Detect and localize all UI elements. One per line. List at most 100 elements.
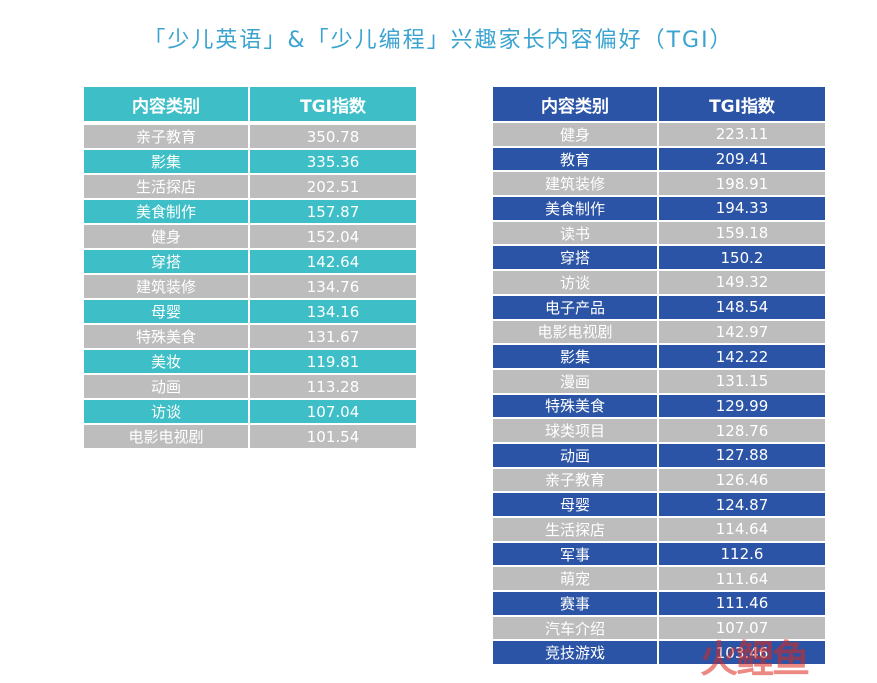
left-table-row: 建筑装修 134.76 bbox=[84, 275, 416, 298]
watermark-logo: 火鲤鱼 bbox=[700, 637, 810, 681]
right-row-tgi-value: 142.97 bbox=[659, 320, 825, 344]
left-row-category: 电影电视剧 bbox=[84, 425, 248, 448]
right-table-row: 萌宠 111.64 bbox=[493, 567, 825, 591]
right-row-tgi-value: 126.46 bbox=[659, 468, 825, 492]
left-table-row: 美妆 119.81 bbox=[84, 350, 416, 373]
left-row-category: 亲子教育 bbox=[84, 125, 248, 148]
left-table-row: 生活探店 202.51 bbox=[84, 175, 416, 198]
right-row-tgi-value: 111.64 bbox=[659, 567, 825, 591]
right-row-tgi-value: 112.6 bbox=[659, 542, 825, 566]
left-table-row: 电影电视剧 101.54 bbox=[84, 425, 416, 448]
left-row-tgi-value: 119.81 bbox=[250, 350, 416, 373]
right-table-row: 电影电视剧 142.97 bbox=[493, 320, 825, 344]
right-row-tgi-value: 223.11 bbox=[659, 123, 825, 146]
right-row-category: 访谈 bbox=[493, 271, 657, 294]
right-row-category: 电影电视剧 bbox=[493, 320, 657, 344]
right-row-tgi-value: 209.41 bbox=[659, 147, 825, 171]
left-row-tgi-value: 202.51 bbox=[250, 175, 416, 198]
right-row-category: 特殊美食 bbox=[493, 394, 657, 418]
right-row-category: 影集 bbox=[493, 345, 657, 368]
right-row-category: 电子产品 bbox=[493, 295, 657, 319]
left-row-category: 母婴 bbox=[84, 300, 248, 323]
left-table-body: 亲子教育 350.78 影集 335.36 生活探店 202.51 美食制作 157.87 健身… bbox=[84, 125, 416, 448]
right-table-row: 电子产品 148.54 bbox=[493, 295, 825, 319]
right-row-category: 生活探店 bbox=[493, 518, 657, 541]
left-table-row: 健身 152.04 bbox=[84, 225, 416, 248]
right-row-category: 母婴 bbox=[493, 493, 657, 516]
right-row-tgi-value: 107.07 bbox=[659, 616, 825, 640]
right-table-row: 影集 142.22 bbox=[493, 345, 825, 368]
left-row-tgi-value: 131.67 bbox=[250, 325, 416, 348]
right-row-category: 萌宠 bbox=[493, 567, 657, 591]
right-table-row: 赛事 111.46 bbox=[493, 592, 825, 615]
right-table-row: 访谈 149.32 bbox=[493, 271, 825, 294]
right-row-tgi-value: 128.76 bbox=[659, 419, 825, 442]
left-row-category: 生活探店 bbox=[84, 175, 248, 198]
left-table-row: 穿搭 142.64 bbox=[84, 250, 416, 273]
right-table-row: 特殊美食 129.99 bbox=[493, 394, 825, 418]
left-row-tgi-value: 152.04 bbox=[250, 225, 416, 248]
left-table-row: 影集 335.36 bbox=[84, 150, 416, 173]
right-row-category: 球类项目 bbox=[493, 419, 657, 442]
right-row-category: 健身 bbox=[493, 123, 657, 146]
right-row-tgi-value: 149.32 bbox=[659, 271, 825, 294]
left-row-category: 穿搭 bbox=[84, 250, 248, 273]
right-table-row: 竞技游戏 103.46 bbox=[493, 641, 825, 665]
left-row-tgi-value: 107.04 bbox=[250, 400, 416, 423]
left-table-header-row: 内容类别 TGI指数 bbox=[84, 87, 416, 121]
right-table-row: 生活探店 114.64 bbox=[493, 518, 825, 541]
right-row-tgi-value: 142.22 bbox=[659, 345, 825, 368]
left-row-tgi-value: 350.78 bbox=[250, 125, 416, 148]
left-row-tgi-value: 134.16 bbox=[250, 300, 416, 323]
right-table-row: 健身 223.11 bbox=[493, 123, 825, 146]
left-table-row: 访谈 107.04 bbox=[84, 400, 416, 423]
right-row-tgi-value: 124.87 bbox=[659, 493, 825, 516]
left-row-tgi-value: 335.36 bbox=[250, 150, 416, 173]
right-row-tgi-value: 159.18 bbox=[659, 221, 825, 245]
right-table-row: 军事 112.6 bbox=[493, 542, 825, 566]
right-header-category: 内容类别 bbox=[493, 87, 657, 121]
right-row-category: 赛事 bbox=[493, 592, 657, 615]
left-row-category: 访谈 bbox=[84, 400, 248, 423]
left-row-category: 美食制作 bbox=[84, 200, 248, 223]
left-header-category: 内容类别 bbox=[84, 87, 248, 121]
right-row-tgi-value: 127.88 bbox=[659, 443, 825, 467]
left-row-category: 美妆 bbox=[84, 350, 248, 373]
right-row-tgi-value: 114.64 bbox=[659, 518, 825, 541]
right-table-row: 漫画 131.15 bbox=[493, 369, 825, 393]
left-row-tgi-value: 142.64 bbox=[250, 250, 416, 273]
right-row-category: 漫画 bbox=[493, 369, 657, 393]
right-tgi-table: 内容类别 TGI指数 健身 223.11 教育 209.41 建筑装修 198.91 美食制… bbox=[491, 85, 827, 666]
right-table-row: 球类项目 128.76 bbox=[493, 419, 825, 442]
right-row-tgi-value: 129.99 bbox=[659, 394, 825, 418]
right-table-row: 穿搭 150.2 bbox=[493, 246, 825, 270]
left-table-row: 亲子教育 350.78 bbox=[84, 125, 416, 148]
right-table-row: 动画 127.88 bbox=[493, 443, 825, 467]
left-header-tgi: TGI指数 bbox=[250, 87, 416, 121]
left-table-row: 母婴 134.16 bbox=[84, 300, 416, 323]
right-row-category: 竞技游戏 bbox=[493, 641, 657, 665]
right-row-category: 汽车介绍 bbox=[493, 616, 657, 640]
right-table-row: 读书 159.18 bbox=[493, 221, 825, 245]
left-row-category: 建筑装修 bbox=[84, 275, 248, 298]
left-row-category: 影集 bbox=[84, 150, 248, 173]
right-row-tgi-value: 198.91 bbox=[659, 172, 825, 196]
right-table-row: 汽车介绍 107.07 bbox=[493, 616, 825, 640]
left-row-category: 特殊美食 bbox=[84, 325, 248, 348]
right-header-tgi: TGI指数 bbox=[659, 87, 825, 121]
right-row-category: 穿搭 bbox=[493, 246, 657, 270]
right-row-tgi-value: 194.33 bbox=[659, 197, 825, 220]
left-row-category: 动画 bbox=[84, 375, 248, 398]
right-table-row: 美食制作 194.33 bbox=[493, 197, 825, 220]
left-tgi-table: 内容类别 TGI指数 亲子教育 350.78 影集 335.36 生活探店 202.51 美… bbox=[82, 85, 418, 450]
right-row-category: 动画 bbox=[493, 443, 657, 467]
left-table-row: 特殊美食 131.67 bbox=[84, 325, 416, 348]
right-row-tgi-value: 150.2 bbox=[659, 246, 825, 270]
right-row-tgi-value: 148.54 bbox=[659, 295, 825, 319]
right-table-body: 健身 223.11 教育 209.41 建筑装修 198.91 美食制作 194.33 读书 15… bbox=[493, 123, 825, 665]
right-table-row: 母婴 124.87 bbox=[493, 493, 825, 516]
right-row-category: 教育 bbox=[493, 147, 657, 171]
right-row-category: 亲子教育 bbox=[493, 468, 657, 492]
right-row-tgi-value: 131.15 bbox=[659, 369, 825, 393]
left-row-category: 健身 bbox=[84, 225, 248, 248]
